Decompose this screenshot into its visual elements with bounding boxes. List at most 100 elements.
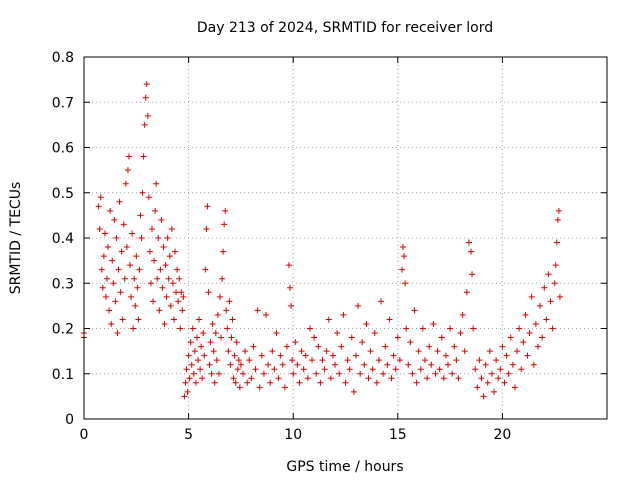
data-point bbox=[428, 361, 435, 368]
data-point bbox=[357, 370, 364, 377]
x-tick-label: 20 bbox=[493, 427, 511, 443]
data-point bbox=[164, 235, 171, 241]
data-point bbox=[144, 112, 151, 119]
data-point bbox=[246, 357, 253, 364]
data-point bbox=[168, 225, 175, 232]
data-point bbox=[181, 393, 188, 400]
data-point bbox=[98, 266, 105, 273]
data-point bbox=[545, 271, 552, 278]
data-point bbox=[321, 366, 328, 373]
data-point bbox=[290, 370, 297, 377]
data-point bbox=[547, 298, 554, 305]
data-point bbox=[317, 379, 324, 386]
data-point bbox=[203, 225, 210, 232]
data-point bbox=[434, 348, 441, 355]
data-point bbox=[125, 153, 132, 160]
data-point bbox=[128, 293, 135, 300]
data-point bbox=[453, 357, 460, 364]
data-point bbox=[432, 370, 439, 377]
data-point bbox=[304, 375, 311, 382]
data-point bbox=[156, 307, 163, 314]
data-point bbox=[163, 293, 170, 300]
y-axis-label: SRMTID / TECUs bbox=[8, 182, 24, 295]
data-point bbox=[252, 366, 259, 373]
data-point bbox=[104, 275, 111, 282]
data-point bbox=[288, 302, 295, 309]
data-point bbox=[421, 357, 428, 364]
data-point bbox=[442, 352, 449, 359]
axis-ticks bbox=[83, 56, 607, 420]
data-point bbox=[234, 366, 241, 373]
data-point bbox=[222, 207, 229, 214]
data-point bbox=[159, 284, 166, 291]
data-point bbox=[158, 216, 165, 223]
data-point bbox=[516, 325, 523, 332]
data-point bbox=[449, 370, 456, 377]
data-point bbox=[206, 361, 213, 368]
data-point bbox=[143, 81, 150, 88]
y-tick-label: 0.4 bbox=[52, 231, 74, 247]
data-point bbox=[338, 343, 345, 350]
data-point bbox=[134, 284, 141, 291]
data-point bbox=[205, 289, 212, 296]
data-point bbox=[327, 375, 334, 382]
y-tick-label: 0.2 bbox=[52, 322, 74, 338]
data-point bbox=[177, 325, 184, 332]
data-point bbox=[202, 266, 209, 273]
data-point bbox=[122, 180, 129, 187]
data-point bbox=[146, 248, 153, 255]
data-point bbox=[232, 379, 239, 386]
data-point bbox=[300, 366, 307, 373]
data-point bbox=[400, 244, 407, 251]
data-point bbox=[101, 230, 108, 237]
data-point bbox=[195, 357, 202, 364]
data-point bbox=[105, 244, 112, 251]
data-point bbox=[315, 343, 322, 350]
data-point bbox=[493, 357, 500, 364]
data-point bbox=[530, 361, 537, 368]
data-point bbox=[524, 352, 531, 359]
data-point bbox=[160, 244, 167, 251]
data-point bbox=[133, 253, 140, 260]
data-point bbox=[226, 298, 233, 305]
data-point bbox=[459, 311, 466, 318]
data-point bbox=[116, 198, 123, 205]
data-point bbox=[117, 289, 124, 296]
data-point bbox=[386, 316, 393, 323]
data-point bbox=[148, 225, 155, 232]
data-point bbox=[501, 379, 508, 386]
data-point bbox=[509, 361, 516, 368]
data-point bbox=[526, 330, 533, 337]
data-point bbox=[403, 325, 410, 332]
data-point bbox=[532, 320, 539, 327]
data-point bbox=[415, 348, 422, 355]
data-point bbox=[271, 366, 278, 373]
data-point bbox=[132, 302, 139, 309]
data-point bbox=[150, 298, 157, 305]
data-point bbox=[196, 316, 203, 323]
data-point bbox=[319, 357, 326, 364]
data-point bbox=[269, 348, 276, 355]
y-tick-label: 0.8 bbox=[52, 50, 74, 66]
data-point bbox=[231, 352, 238, 359]
data-point bbox=[298, 348, 305, 355]
data-point bbox=[191, 348, 198, 355]
data-point bbox=[210, 348, 217, 355]
data-point bbox=[102, 293, 109, 300]
data-point bbox=[311, 334, 318, 341]
data-point bbox=[108, 320, 115, 327]
data-point bbox=[457, 330, 464, 337]
data-point bbox=[344, 357, 351, 364]
data-point bbox=[455, 375, 462, 382]
data-point bbox=[123, 244, 130, 251]
data-point bbox=[185, 352, 192, 359]
data-point bbox=[375, 357, 382, 364]
data-point bbox=[197, 366, 204, 373]
data-point bbox=[543, 316, 550, 323]
data-point bbox=[463, 289, 470, 296]
y-tick-label: 0.1 bbox=[52, 367, 74, 383]
data-point bbox=[216, 293, 223, 300]
data-point bbox=[402, 280, 409, 287]
data-point bbox=[476, 357, 483, 364]
data-point bbox=[192, 379, 199, 386]
